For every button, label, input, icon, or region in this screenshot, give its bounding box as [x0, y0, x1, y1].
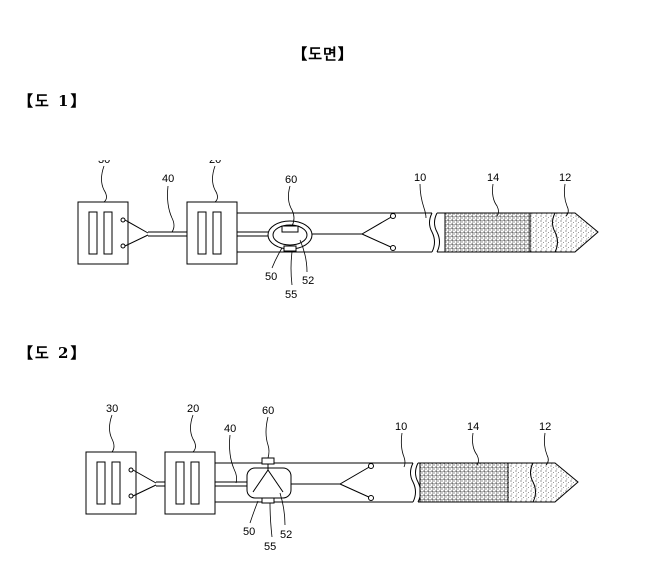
ref-40: 40: [224, 423, 236, 435]
ref-30: 30: [98, 160, 110, 166]
unit-20-box: [164, 451, 216, 515]
ref-20: 20: [187, 403, 199, 415]
ref-12: 12: [559, 172, 571, 184]
sensor-device-50: [267, 220, 313, 252]
tip-12: [507, 462, 579, 503]
tip-12: [529, 212, 599, 253]
figure-1-label: 【도 1】: [18, 92, 88, 110]
page-title: 【도면】: [292, 45, 354, 63]
section-14-mesh: [444, 212, 531, 253]
ref-12: 12: [539, 421, 551, 433]
ref-55: 55: [264, 541, 276, 553]
ref-14: 14: [467, 421, 479, 433]
figure-2-drawing: 30 20 40 60 10 14 12 50 55 52: [85, 403, 579, 553]
unit-30-box: [77, 201, 129, 265]
ref-52: 52: [302, 275, 314, 287]
sensor-device-50: [246, 457, 292, 504]
figure-2-label: 【도 2】: [18, 344, 88, 362]
unit-20-box: [186, 201, 238, 265]
ref-50: 50: [243, 526, 255, 538]
ref-50: 50: [265, 271, 277, 283]
ref-30: 30: [106, 403, 118, 415]
ref-55: 55: [285, 289, 297, 301]
ref-60: 60: [262, 405, 274, 417]
ref-10: 10: [395, 421, 407, 433]
ref-52: 52: [280, 529, 292, 541]
ref-20: 20: [209, 160, 221, 166]
figure-1-drawing: 30 20 40 60 10 14 12 50 55 52: [77, 160, 599, 301]
unit-30-box: [85, 451, 137, 515]
ref-10: 10: [414, 172, 426, 184]
section-14-mesh: [419, 462, 509, 503]
ref-60: 60: [285, 174, 297, 186]
ref-14: 14: [487, 172, 499, 184]
ref-40: 40: [162, 173, 174, 185]
